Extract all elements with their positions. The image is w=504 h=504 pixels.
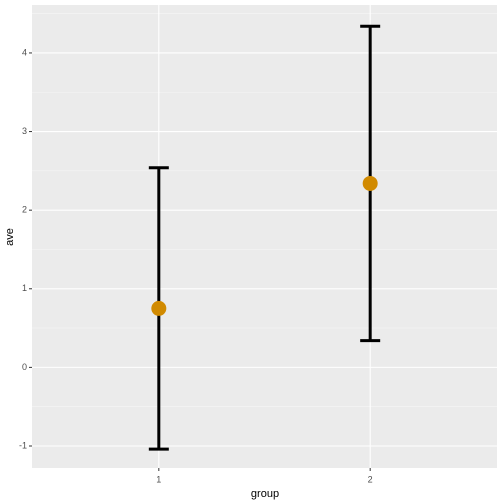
y-tick-label: 4 xyxy=(22,47,27,57)
x-tick-label: 2 xyxy=(368,474,373,484)
y-axis-title: ave xyxy=(4,228,16,246)
y-tick-label: 0 xyxy=(22,362,27,372)
y-tick-label: -1 xyxy=(19,440,27,450)
point xyxy=(362,175,378,191)
panel xyxy=(32,5,497,468)
x-axis-title: group xyxy=(251,488,279,500)
y-tick-label: 1 xyxy=(22,283,27,293)
y-tick-label: 2 xyxy=(22,205,27,215)
y-tick-label: 3 xyxy=(22,126,27,136)
point xyxy=(151,300,167,316)
x-tick-label: 1 xyxy=(156,474,161,484)
